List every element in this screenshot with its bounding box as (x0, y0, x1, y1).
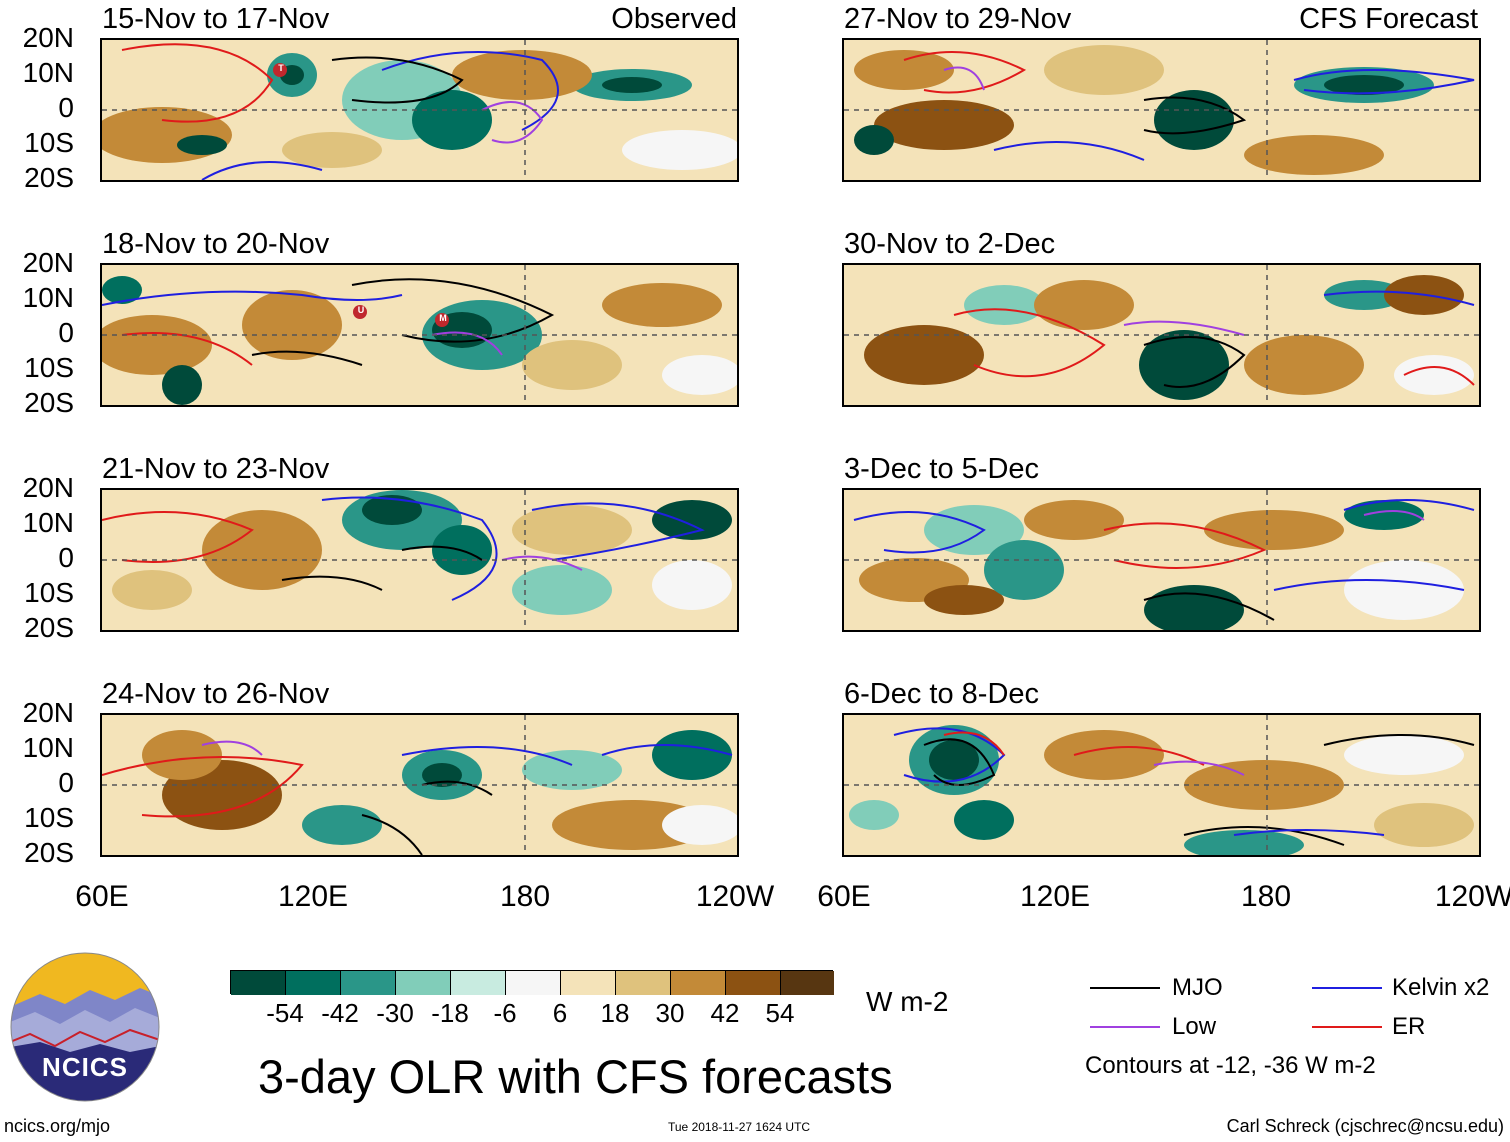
colorbar-label: 30 (655, 998, 685, 1028)
olr-map (842, 488, 1481, 632)
lat-label: 10S (24, 802, 74, 833)
lat-label: 20N (22, 697, 74, 728)
storm-marker: T (278, 63, 284, 73)
lon-label: 180 (499, 880, 551, 913)
colorbar-label: 6 (552, 998, 568, 1028)
olr-map (842, 263, 1481, 407)
legend-line-kelvin (1312, 987, 1382, 989)
lat-label: 10S (24, 577, 74, 608)
colorbar-cell (616, 971, 671, 995)
colorbar-label: -18 (431, 998, 469, 1028)
ncics-logo: NCICS (10, 952, 160, 1102)
legend-line-er (1312, 1026, 1382, 1028)
panel-date-range: 15-Nov to 17-Nov (102, 3, 330, 35)
footer-url: ncics.org/mjo (4, 1116, 111, 1136)
olr-map-graphic (844, 490, 1479, 630)
lat-label: 0 (58, 317, 74, 348)
panel-date-range: 18-Nov to 20-Nov (102, 228, 330, 260)
lat-label: 10S (24, 127, 74, 158)
lat-label: 20S (24, 612, 74, 643)
olr-map (100, 713, 739, 857)
panel-date-range: 3-Dec to 5-Dec (844, 453, 1040, 485)
lat-label: 20N (22, 247, 74, 278)
footer-timestamp: Tue 2018-11-27 1624 UTC (668, 1120, 811, 1134)
colorbar-cell (396, 971, 451, 995)
colorbar-cell (726, 971, 781, 995)
colorbar-label: -30 (376, 998, 414, 1028)
colorbar-cell (231, 971, 286, 995)
colorbar-cell (286, 971, 341, 995)
olr-map (100, 488, 739, 632)
olr-map-graphic (102, 40, 737, 180)
panel-date-range: 21-Nov to 23-Nov (102, 453, 330, 485)
colorbar-label: -6 (493, 998, 517, 1028)
colorbar-units: W m-2 (866, 986, 949, 1017)
legend-label-mjo: MJO (1172, 974, 1223, 1001)
lat-label: 20S (24, 162, 74, 193)
colorbar-cell (781, 971, 834, 995)
olr-map-graphic (844, 265, 1479, 405)
storm-marker: U (357, 305, 365, 315)
lon-label: 120E (1019, 880, 1091, 913)
colorbar-label: 54 (765, 998, 795, 1028)
olr-map: U M (100, 263, 739, 407)
olr-map-graphic (102, 265, 737, 405)
lat-label: 0 (58, 767, 74, 798)
lat-label: 20S (24, 837, 74, 868)
legend-line-low (1090, 1026, 1160, 1028)
legend-label-low: Low (1172, 1013, 1217, 1040)
colorbar-cell (451, 971, 506, 995)
lat-label: 20N (22, 22, 74, 53)
olr-map-graphic (102, 715, 737, 855)
legend-contour-note: Contours at -12, -36 W m-2 (1085, 1052, 1376, 1079)
panel-date-range: 24-Nov to 26-Nov (102, 678, 330, 710)
panel-date-range: 6-Dec to 8-Dec (844, 678, 1040, 710)
lon-label: 120W (1434, 880, 1510, 913)
logo-text: NCICS (42, 1052, 128, 1082)
olr-map (842, 38, 1481, 182)
legend-label-er: ER (1392, 1013, 1426, 1040)
panel-date-range: 27-Nov to 29-Nov (844, 3, 1072, 35)
footer-credit: Carl Schreck (cjschrec@ncsu.edu) (1226, 1116, 1504, 1136)
colorbar-cell (671, 971, 726, 995)
figure-title: 3-day OLR with CFS forecasts (258, 1050, 893, 1103)
colorbar-label: -42 (321, 998, 359, 1028)
lat-label: 10N (22, 57, 74, 88)
lon-label: 60E (75, 880, 129, 913)
storm-marker: M (439, 313, 447, 323)
olr-map-graphic (844, 40, 1479, 180)
legend-line-mjo (1090, 987, 1160, 989)
lon-label: 180 (1240, 880, 1292, 913)
legend-label-kelvin: Kelvin x2 (1392, 974, 1490, 1001)
panel-source-tag: CFS Forecast (1299, 3, 1478, 35)
colorbar-label: -54 (266, 998, 304, 1028)
olr-map-graphic (102, 490, 737, 630)
olr-map (842, 713, 1481, 857)
ncics-logo-graphic (10, 952, 160, 1102)
lat-label: 20S (24, 387, 74, 418)
lat-label: 0 (58, 542, 74, 573)
lat-label: 10N (22, 732, 74, 763)
olr-map: T (100, 38, 739, 182)
lon-label: 120W (695, 880, 775, 913)
panel-source-tag: Observed (611, 3, 737, 35)
lat-label: 10N (22, 507, 74, 538)
colorbar-label: 42 (710, 998, 740, 1028)
lon-label: 120E (277, 880, 349, 913)
lat-label: 10S (24, 352, 74, 383)
lat-label: 10N (22, 282, 74, 313)
panel-date-range: 30-Nov to 2-Dec (844, 228, 1056, 260)
lat-label: 0 (58, 92, 74, 123)
lat-label: 20N (22, 472, 74, 503)
colorbar-cell (506, 971, 561, 995)
lon-label: 60E (817, 880, 871, 913)
olr-map-graphic (844, 715, 1479, 855)
colorbar-label: 18 (600, 998, 630, 1028)
colorbar-cell (341, 971, 396, 995)
colorbar (230, 970, 834, 995)
colorbar-cell (561, 971, 616, 995)
